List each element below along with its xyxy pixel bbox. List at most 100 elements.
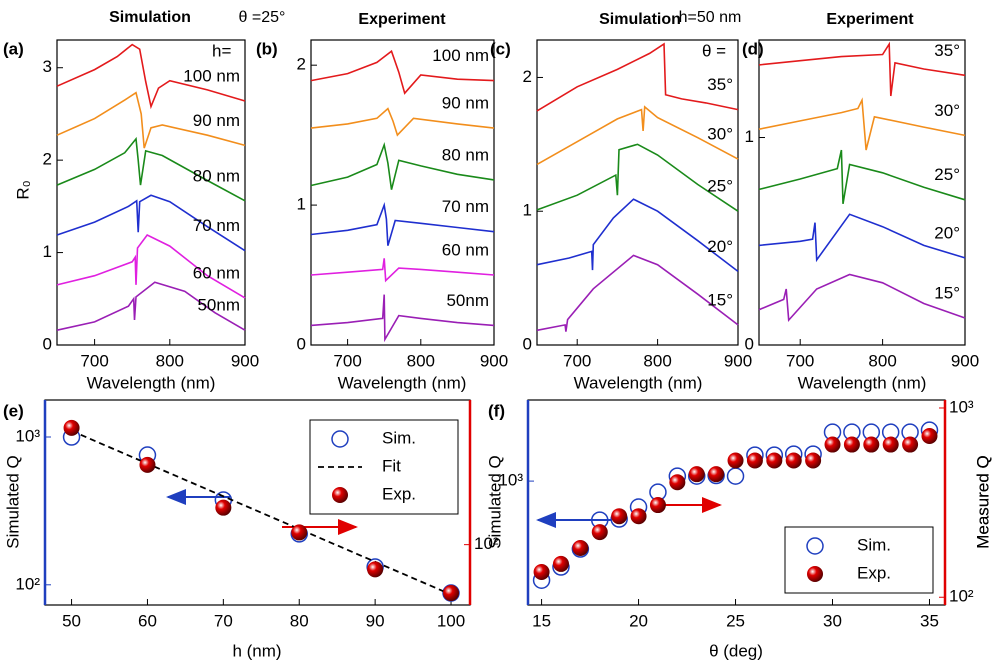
panel-label: (e) (3, 401, 24, 420)
spectrum-line (56, 136, 246, 202)
spectrum-line (758, 213, 966, 263)
exp-point (766, 452, 783, 469)
plot-frame (536, 39, 739, 346)
panel: 700 800 900 0 1 2 3 (a) Simulation θ =25° h= Wavele… (3, 9, 285, 392)
legend-key (332, 487, 348, 503)
legend-label: Sim. (857, 535, 891, 554)
exp-point (824, 436, 841, 453)
spectrum-line (56, 43, 246, 110)
x-axis-title: Wavelength (nm) (798, 373, 927, 392)
exp-point (611, 508, 628, 525)
exp-point (882, 436, 899, 453)
x-axis-title: Wavelength (nm) (338, 373, 467, 392)
series-label: 15° (934, 284, 960, 303)
x-tick-label: 700 (333, 351, 361, 370)
y-tick-label: 1 (43, 242, 52, 261)
series-label: 25° (934, 165, 960, 184)
exp-point (552, 555, 569, 572)
exp-point (139, 456, 156, 473)
exp-point (630, 508, 647, 525)
exp-point (902, 436, 919, 453)
legend-key (331, 430, 349, 448)
group-title: h=50 nm (679, 9, 742, 26)
spectrum-line (536, 254, 739, 332)
x-tick-label: 900 (480, 351, 508, 370)
series-label: 15° (707, 290, 733, 309)
exp-point (746, 452, 763, 469)
y-tick-label: 2 (523, 67, 532, 86)
y-tick-label: 2 (43, 150, 52, 169)
exp-point (863, 436, 880, 453)
exp-point (843, 436, 860, 453)
y-axis-title: R₀ (13, 180, 32, 199)
spectrum-line (310, 141, 495, 190)
panel-title: Simulation (109, 9, 191, 26)
sim-point (726, 467, 745, 485)
series-label: 50nm (446, 291, 489, 310)
y2-axis-title: Measured Q (973, 455, 992, 549)
y-axis-title: Simulated Q (3, 455, 22, 549)
x-axis-title: θ (deg) (709, 641, 763, 660)
legend-label: Fit (382, 456, 401, 475)
x-tick-label: 80 (290, 611, 309, 630)
series-label: 20° (934, 223, 960, 242)
series-label: 35° (707, 75, 733, 94)
plot-frame (310, 39, 495, 346)
exp-point (921, 428, 938, 445)
series-label: 90 nm (442, 94, 489, 113)
spectrum-line (56, 194, 246, 252)
spectrum-line (758, 273, 966, 323)
x-tick-label: 800 (868, 351, 896, 370)
series-label: 100 nm (432, 46, 489, 65)
series-label: 70 nm (193, 216, 240, 235)
legend-title: θ = (702, 41, 726, 60)
series-label: 50nm (197, 296, 240, 315)
x-tick-label: 70 (214, 611, 233, 630)
y-tick-label: 0 (745, 334, 754, 353)
spectrum-line (56, 91, 246, 149)
legend-label: Exp. (382, 484, 416, 503)
x-tick-label: 800 (643, 351, 671, 370)
y-tick-label: 1 (745, 127, 754, 146)
x-tick-label: 15 (532, 611, 551, 630)
y2-tick-label: 10² (474, 534, 499, 553)
exp-point (727, 452, 744, 469)
x-axis-title: h (nm) (232, 641, 281, 660)
legend-label: Exp. (857, 563, 891, 582)
exp-point (367, 561, 384, 578)
fit-line (71, 430, 452, 596)
exp-point (785, 452, 802, 469)
y-tick-label: 2 (297, 55, 306, 74)
y2-tick-label: 10³ (949, 397, 974, 416)
spectrum-line (310, 107, 495, 137)
spectrum-line (758, 149, 966, 205)
exp-point (63, 419, 80, 436)
x-tick-label: 700 (80, 351, 108, 370)
panel: 700 800 900 0 1 (d) Experiment Wavelength (nm) 3… (742, 11, 979, 392)
panel: 50 60 70 80 90 100 10² 10³ 10² (e) h (nm) Simulated… (3, 399, 992, 660)
x-axis-title: Wavelength (nm) (574, 373, 703, 392)
x-tick-label: 800 (407, 351, 435, 370)
y2-axis-title: Measured Q (973, 455, 992, 549)
exp-point (669, 474, 686, 491)
y-tick-label: 0 (297, 334, 306, 353)
y-tick-label: 0 (523, 334, 532, 353)
y-tick-label: 1 (297, 195, 306, 214)
panel-label: (f) (488, 401, 505, 420)
x-tick-label: 700 (563, 351, 591, 370)
series-label: 60 nm (193, 263, 240, 282)
series-label: 35° (934, 41, 960, 60)
spectrum-line (310, 294, 495, 343)
y-tick-label: 10³ (15, 426, 40, 445)
legend-label: Sim. (382, 428, 416, 447)
exp-point (688, 466, 705, 483)
x-tick-label: 100 (437, 611, 465, 630)
spectrum-line (536, 198, 739, 273)
panel-label: (b) (256, 39, 278, 58)
panel: 15 20 25 30 35 10³ 10² 10³ (f) θ (deg) Simulated Q… (485, 397, 992, 660)
series-label: 30° (934, 101, 960, 120)
x-tick-label: 700 (786, 351, 814, 370)
series-label: 70 nm (442, 197, 489, 216)
